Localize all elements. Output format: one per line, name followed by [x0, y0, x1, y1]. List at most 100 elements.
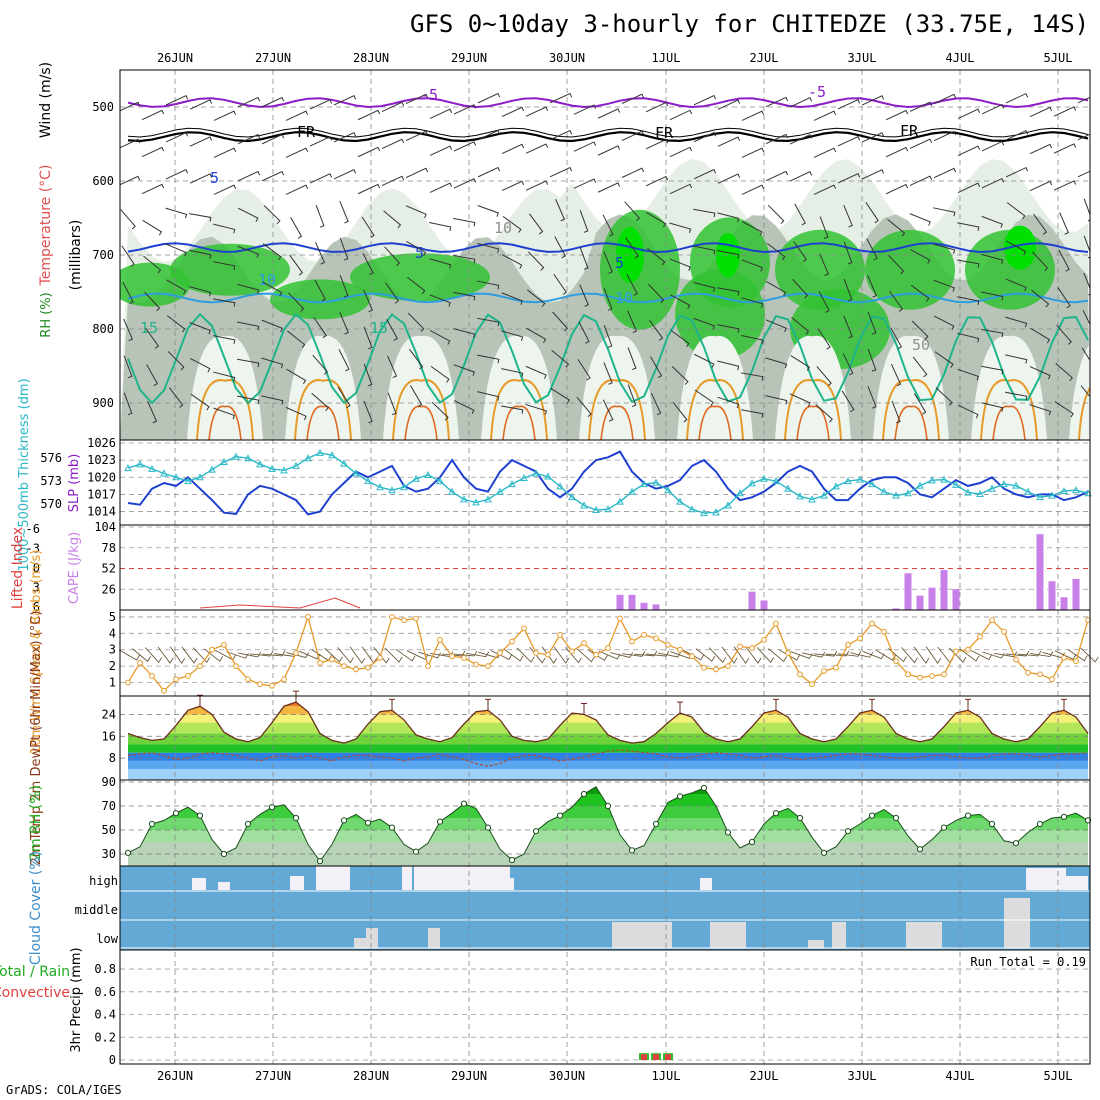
thickness-point — [496, 487, 504, 495]
wind-barb — [165, 243, 187, 257]
wind-barb — [717, 212, 740, 223]
wind-barb — [361, 216, 375, 238]
wind-barb — [913, 393, 927, 415]
cape-bar — [760, 600, 768, 610]
rh-point — [292, 814, 300, 822]
wind-barb — [865, 202, 879, 224]
wind-barb — [123, 318, 133, 342]
cloud-high-gap — [218, 882, 230, 890]
wind-barb — [406, 241, 427, 257]
wind-barb — [933, 315, 955, 330]
wind-speed-point — [1061, 655, 1067, 661]
wind-barb — [933, 279, 955, 292]
wind-speed-point — [473, 661, 479, 668]
surface-wind-barb — [349, 646, 366, 664]
wind-barb — [477, 242, 500, 254]
surface-wind-barb — [646, 650, 670, 657]
wind-barb — [933, 167, 957, 179]
surface-wind-barb — [490, 650, 513, 660]
rh-point — [820, 849, 828, 856]
precip-tick-label: 0.6 — [94, 985, 116, 999]
wind-barb — [189, 249, 212, 259]
wind-barb — [693, 245, 716, 255]
wind-speed-point — [941, 671, 947, 678]
cloud-level-label: middle — [75, 903, 118, 917]
wind-barb — [549, 129, 573, 141]
contour-label: 10 — [615, 289, 633, 307]
wind-barb — [741, 184, 765, 195]
wind-barb — [789, 97, 813, 108]
wind-speed-point — [953, 648, 959, 655]
wind-barb — [981, 177, 1005, 189]
wind-barb — [885, 109, 909, 121]
wind-barb — [671, 365, 689, 385]
surface-wind-barb — [959, 648, 980, 662]
wind-speed-point — [725, 663, 731, 670]
wind-barb — [263, 205, 281, 225]
temp-tick-label: 24 — [102, 707, 116, 721]
wind-barb — [1029, 106, 1053, 118]
wind-barb — [1006, 240, 1027, 256]
wind-barb — [501, 405, 524, 414]
wind-barb — [405, 205, 427, 219]
wind-speed-point — [1013, 656, 1019, 663]
precip-convective-bar — [653, 1054, 659, 1060]
wind-speed-point — [761, 636, 767, 643]
wind-barb — [981, 103, 1005, 115]
wind-barb — [843, 204, 853, 228]
surface-wind-barb — [587, 649, 608, 662]
wind-barb — [866, 238, 878, 261]
wind-barb — [1053, 143, 1077, 154]
wind-barb — [1033, 213, 1048, 235]
isotherm-20 — [588, 379, 646, 440]
wind-speed-point — [605, 645, 611, 651]
thickness-point — [292, 461, 300, 469]
rh-point — [340, 817, 348, 824]
rh-saturated-area — [616, 227, 644, 283]
wind-barb — [842, 353, 854, 376]
rh-point — [892, 814, 900, 822]
wind-barb — [741, 335, 764, 345]
date-label-bottom: 5JUL — [1044, 1069, 1073, 1083]
wind-speed-point — [989, 617, 995, 624]
wind-barb — [477, 166, 501, 178]
wind-barb — [526, 327, 547, 343]
wind-barb — [120, 101, 141, 112]
thickness-point — [1024, 487, 1032, 495]
upper-air-axis-label: (millibars) — [68, 220, 84, 291]
wind-speed-point — [869, 620, 875, 627]
slp-axis-label: SLP (mb) — [67, 454, 82, 513]
surface-wind-barb — [298, 650, 321, 660]
wind-barb — [453, 104, 477, 115]
rh-point — [388, 824, 396, 831]
wind-barb — [213, 298, 236, 307]
wind-barb — [981, 140, 1005, 152]
wind-barb — [909, 175, 933, 186]
surface-wind-barb — [169, 646, 186, 665]
wind-speed-line — [127, 614, 1089, 692]
rh-point — [988, 820, 996, 828]
rh-tick-label: 90 — [102, 775, 116, 789]
thickness-point — [652, 478, 660, 486]
wind-barb — [573, 178, 597, 189]
wind-barb — [525, 106, 549, 117]
cloud-fill-group — [120, 866, 1090, 950]
precip-convective-legend: Convective — [0, 985, 70, 1001]
wind-barb — [957, 108, 981, 119]
thickness-point — [688, 505, 696, 513]
wind-barb — [1053, 106, 1077, 117]
rh-point — [964, 812, 972, 819]
rh-point — [556, 812, 564, 819]
warm-column — [971, 335, 1047, 440]
wind-tick-label: 3 — [109, 643, 116, 657]
wind-barb — [742, 221, 763, 236]
wind-barb — [189, 99, 213, 110]
thickness-point — [760, 474, 768, 482]
slp-tick-label: 1023 — [87, 453, 116, 467]
thickness-point — [880, 487, 888, 495]
wind-tick-label: 1 — [109, 676, 116, 690]
cloud-high-gap — [290, 876, 304, 890]
wind-barb — [527, 251, 545, 271]
rh-point — [700, 784, 708, 792]
wind-barb — [1081, 347, 1090, 362]
